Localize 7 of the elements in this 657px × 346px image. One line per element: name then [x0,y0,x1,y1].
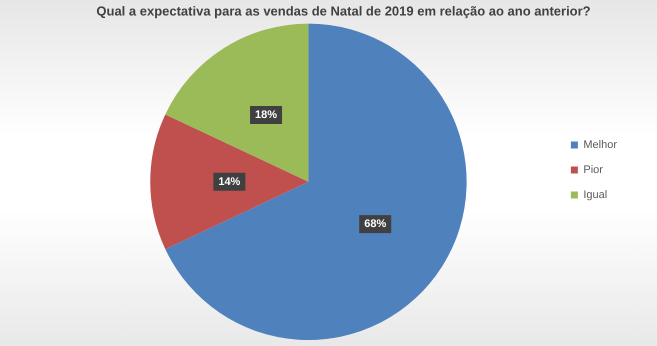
legend-label: Igual [583,189,608,202]
data-label: 14% [218,176,241,188]
chart-title: Qual a expectativa para as vendas de Natal de 2019 em relação ao ano anterior? [96,3,591,18]
data-label: 18% [255,109,278,122]
legend-label: Pior [583,164,604,176]
legend-label: Melhor [583,139,618,152]
data-label: 68% [364,218,386,230]
